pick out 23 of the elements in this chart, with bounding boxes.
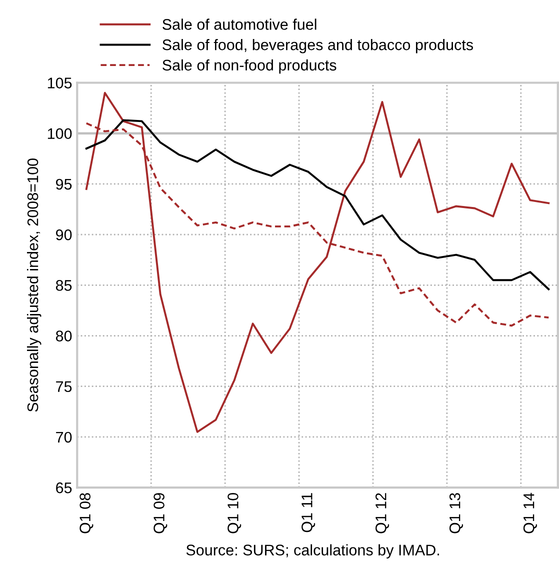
x-tick-label: Q1 10 [228,493,242,534]
line-series [85,119,550,290]
legend-label: Sale of automotive fuel [162,18,316,30]
y-tick-label: 75 [56,381,72,392]
y-tick-label: 95 [56,178,72,190]
x-tick-label: Q1 13 [449,493,464,534]
y-tick-label: 85 [56,280,72,291]
x-tick-label: Q1 11 [302,493,316,532]
line-series [85,92,550,433]
legend-label: Sale of food, beverages and tobacco products [162,39,473,54]
y-tick-label: 65 [56,482,72,494]
x-tick-label: Q1 08 [80,493,94,534]
y-tick-label: 100 [48,128,72,140]
source-note: Source: SURS; calculations by IMAD. [186,544,440,558]
y-tick-label: 105 [48,78,72,88]
x-tick-label: Q1 14 [523,492,537,534]
legend-label: Sale of non-food products [162,59,336,74]
x-tick-label: Q1 12 [376,493,390,534]
y-axis-title: Seasonally adjusted index, 2008=100 [26,158,42,412]
x-tick-label: Q1 09 [154,493,168,534]
y-tick-label: 70 [56,432,72,443]
y-tick-label: 90 [56,229,72,240]
y-tick-label: 80 [56,330,72,342]
